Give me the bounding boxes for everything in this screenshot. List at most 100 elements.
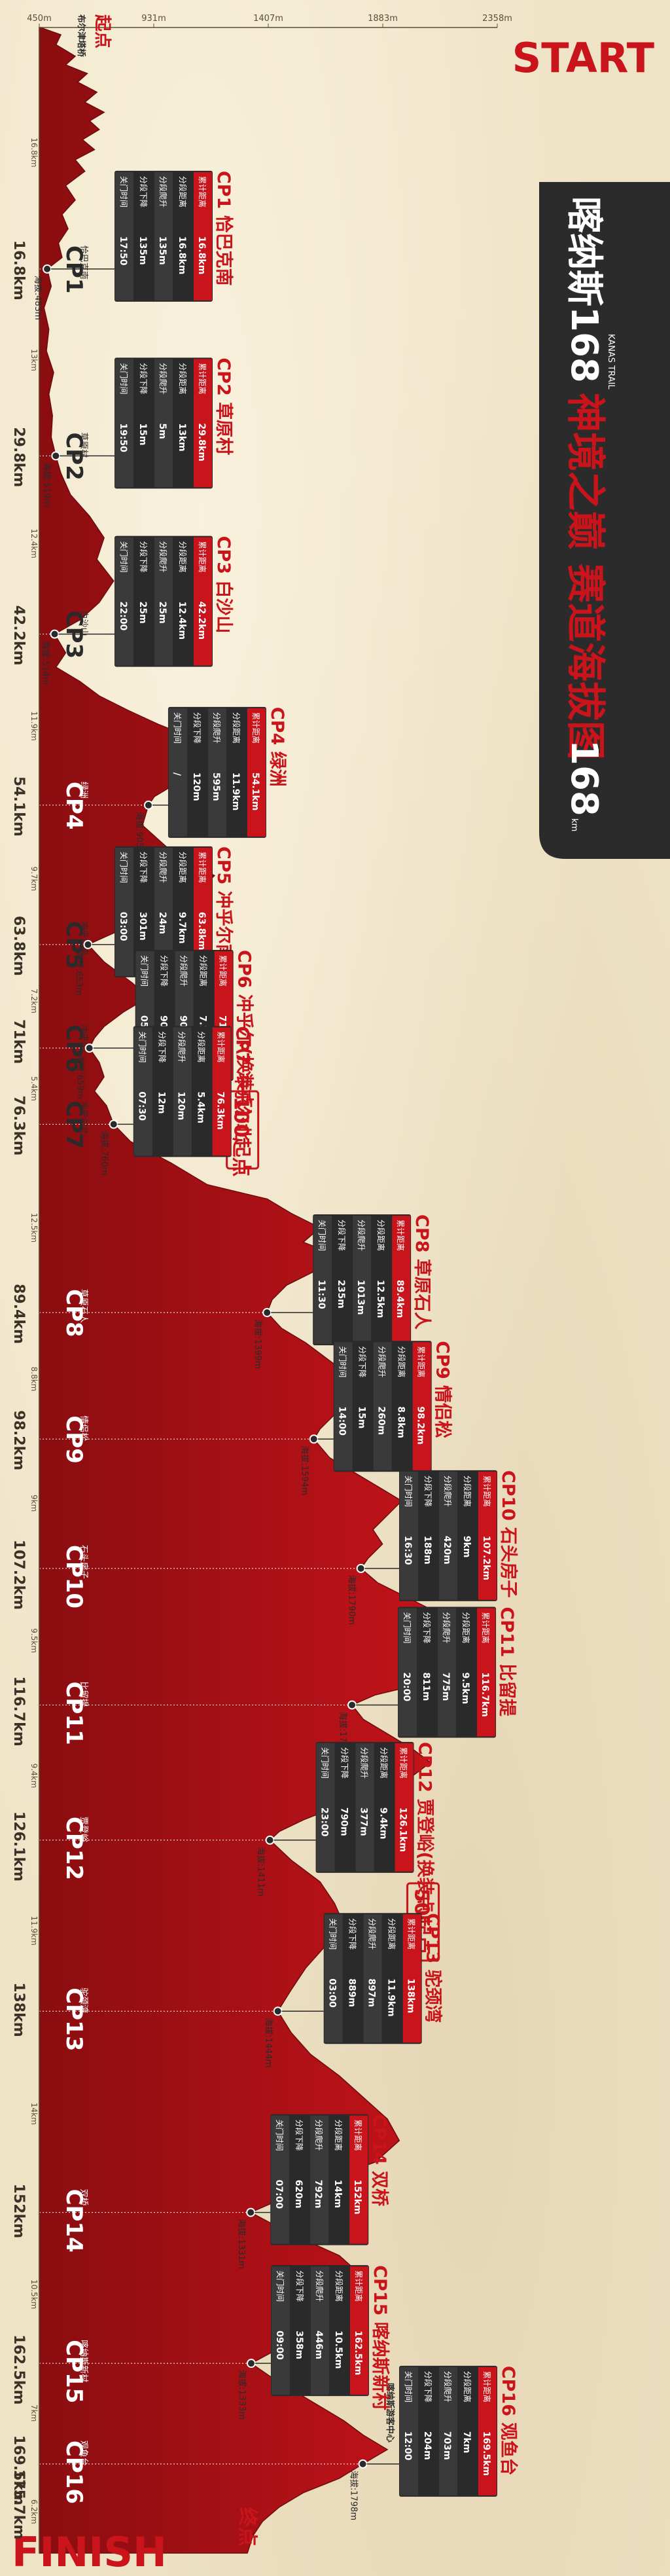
checkpoint-title: CP3 白沙山 — [213, 536, 234, 634]
checkpoint-id: CP11 — [61, 1681, 87, 1745]
checkpoint-title: CP6 冲乎尔(换装点) — [234, 950, 255, 1116]
checkpoint-card-row — [393, 1342, 412, 1471]
checkpoint-card-value: 358m — [294, 2331, 304, 2359]
checkpoint-short-name: 观鱼台 — [79, 2440, 89, 2466]
brand-logo-small: KANAS TRAIL — [606, 334, 616, 390]
checkpoint-title: CP9 情侣松 — [432, 1341, 453, 1438]
checkpoint-card-label: 分段爬升 — [315, 2270, 325, 2302]
title-banner: 喀纳斯168 KANAS TRAIL 神境之巅 赛道海拔图 168 km — [539, 182, 670, 859]
checkpoint-card-value: 162.5km — [353, 2331, 363, 2375]
checkpoint-card-row — [334, 1342, 353, 1471]
checkpoint-distance: 116.7km — [10, 1676, 27, 1746]
checkpoint-id: CP2 — [61, 432, 87, 481]
checkpoint-title: CP12 贾登峪(换装点) — [415, 1742, 435, 1921]
checkpoint-altitude: 海拔:514m — [40, 641, 50, 685]
checkpoint-altitude: 海拔:1399m — [253, 1319, 262, 1369]
segment-distance-label: 16.8km — [29, 137, 39, 167]
checkpoint-card-value: 10.5km — [333, 2331, 344, 2368]
checkpoint-card-value: 620m — [293, 2180, 304, 2209]
checkpoint-id: CP3 — [61, 611, 87, 659]
checkpoint-card-label: 分段下降 — [160, 955, 169, 987]
checkpoint-altitude: 海拔:905m — [134, 812, 144, 856]
checkpoint-card-label: 分段下降 — [139, 852, 149, 883]
checkpoint-card-row — [115, 172, 133, 300]
checkpoint-card-value: 811m — [421, 1672, 431, 1701]
checkpoint-card-value: 260m — [376, 1406, 387, 1435]
checkpoint-card-label: 累计距离 — [198, 541, 207, 573]
checkpoint-card-label: 分段下降 — [158, 1031, 168, 1062]
checkpoint-card-label: 分段爬升 — [368, 1918, 378, 1950]
checkpoint-card-value: 03:00 — [118, 912, 128, 941]
checkpoint-altitude: 海拔:1444m — [264, 2018, 273, 2067]
checkpoint-card-label: 分段下降 — [358, 1346, 368, 1377]
checkpoint-card-value: 301m — [137, 912, 148, 941]
checkpoint-card-label: 累计距离 — [198, 176, 207, 208]
checkpoint-card-value: 703m — [442, 2431, 452, 2460]
checkpoint-altitude: 海拔:519m — [41, 462, 51, 507]
checkpoint-short-name: 冲乎尔北 — [79, 1100, 88, 1134]
checkpoint-card-value: 377m — [359, 1807, 369, 1836]
checkpoint-id: CP15 — [61, 2340, 87, 2403]
elevation-tick-labels: 450m 931m 1407m 1883m 2358m — [27, 14, 512, 27]
checkpoint-card-row — [174, 537, 192, 666]
checkpoint-card-row — [247, 708, 266, 837]
checkpoint-dot — [358, 2459, 368, 2469]
checkpoint-card-label: 分段下降 — [337, 1220, 347, 1251]
checkpoint-card-row — [355, 1743, 374, 1872]
checkpoint-dot — [43, 264, 52, 274]
checkpoint-card-row — [324, 1914, 343, 2043]
segment-distance-label: 12.5km — [29, 1213, 39, 1243]
checkpoint-card: 累计距离 138km 分段距离 11.9km 分段爬升 897m 分段下降 889m 关门时间 0… — [323, 1913, 422, 2044]
checkpoint-id: CP16 — [61, 2440, 87, 2504]
checkpoint-card-row — [154, 537, 173, 666]
segment-distance-label: 11.9km — [29, 711, 39, 740]
checkpoint-short-name: 草原村 — [79, 432, 88, 458]
checkpoint-card-row — [194, 537, 212, 666]
brand-logo: 喀纳斯168 — [563, 196, 605, 383]
checkpoint-short-name: 驼颈湾 — [79, 1987, 89, 2013]
checkpoint-card-row — [373, 1342, 392, 1471]
checkpoint-dot — [84, 1043, 94, 1053]
start-point-badge-label: 100起点 — [230, 1097, 253, 1177]
checkpoint-card-row — [418, 1608, 437, 1737]
checkpoint-card-label: 分段距离 — [334, 2270, 344, 2302]
checkpoint-card-value: 116.7km — [480, 1672, 490, 1716]
checkpoint-title: CP2 草原村 — [213, 357, 234, 455]
checkpoint-card-row — [271, 2115, 290, 2244]
checkpoint-card-label: 关门时间 — [328, 1918, 338, 1950]
checkpoint-card-row — [310, 2115, 329, 2244]
checkpoint-altitude: 海拔:1331m — [236, 2219, 246, 2269]
checkpoint-card-value: 22:00 — [118, 602, 128, 631]
segment-distance-label: 14km — [29, 2103, 39, 2125]
checkpoint-card-row — [115, 537, 133, 666]
checkpoint-distance: 54.1km — [10, 776, 27, 837]
checkpoint-card-label: 分段下降 — [423, 1476, 433, 1507]
checkpoint-card-value: 07:30 — [137, 1091, 147, 1121]
checkpoint-altitude: 海拔:1333m — [237, 2370, 247, 2420]
checkpoint-card-label: 分段距离 — [463, 1476, 472, 1507]
checkpoint-card-value: 7km — [461, 2431, 472, 2454]
checkpoint-card-label: 分段距离 — [232, 712, 241, 744]
checkpoint-card: 累计距离 107.2km 分段距离 9km 分段爬升 420m 分段下降 188m 关门时间 16… — [399, 1470, 497, 1601]
checkpoint-dot — [309, 1434, 319, 1444]
checkpoint-card-row — [291, 2115, 309, 2244]
checkpoint-card-value: / — [171, 772, 182, 776]
checkpoint-card-value: 169.5km — [481, 2431, 491, 2476]
checkpoint-title: CP4 绿洲 — [267, 707, 287, 787]
checkpoint-card-label: 分段距离 — [376, 1220, 386, 1251]
checkpoint-card-label: 分段距离 — [334, 2120, 344, 2151]
checkpoint-card-row — [271, 2266, 290, 2395]
checkpoint-card-label: 累计距离 — [482, 2371, 492, 2403]
checkpoint-card-value: 07:00 — [273, 2180, 284, 2209]
checkpoint-card-row — [439, 1471, 457, 1600]
checkpoint-card-label: 分段下降 — [139, 363, 149, 394]
checkpoint-altitude: 海拔:653m — [73, 951, 83, 996]
checkpoint-id: CP1 — [61, 245, 87, 294]
checkpoint-card-row — [135, 537, 153, 666]
segment-distance-label: 10.5km — [29, 2279, 39, 2309]
checkpoint-title: CP5 冲乎尔南 — [213, 846, 234, 962]
checkpoint-card-value: 790m — [339, 1807, 349, 1836]
